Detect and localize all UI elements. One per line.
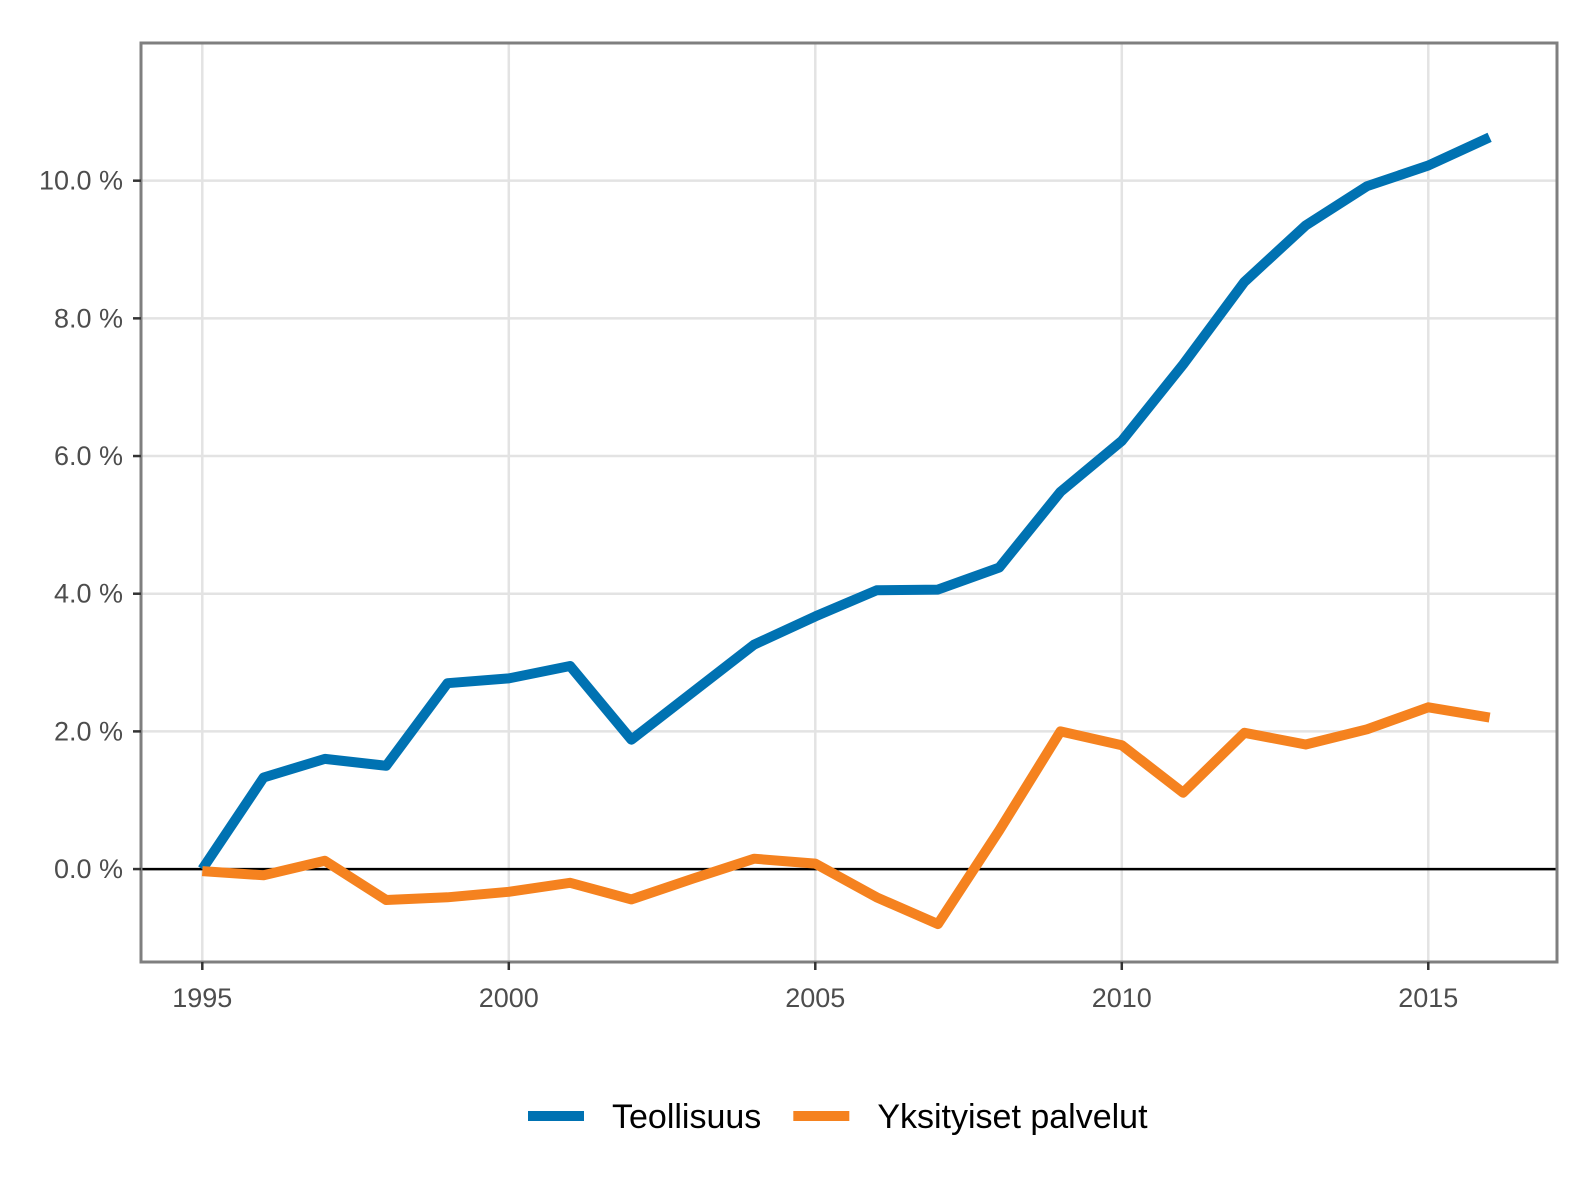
legend: Teollisuus Yksityiset palvelut — [528, 1098, 1148, 1136]
grid-lines — [141, 43, 1557, 962]
x-tick-label: 2010 — [1092, 983, 1152, 1013]
series-line-1 — [201, 702, 1491, 930]
y-tick-label: 8.0 % — [54, 303, 123, 333]
y-tick-label: 10.0 % — [39, 166, 123, 196]
x-tick-label: 2000 — [479, 983, 539, 1013]
series-line-0 — [198, 132, 1492, 872]
y-tick-label: 6.0 % — [54, 441, 123, 471]
x-tick-label: 2015 — [1398, 983, 1458, 1013]
y-tick-label: 4.0 % — [54, 579, 123, 609]
x-axis: 1995 2000 2005 2010 2015 — [172, 962, 1458, 1013]
x-tick-label: 1995 — [172, 983, 232, 1013]
y-tick-label: 2.0 % — [54, 716, 123, 746]
plot-frame — [139, 41, 1559, 964]
y-axis: 0.0 % 2.0 % 4.0 % 6.0 % 8.0 % 10.0 % — [39, 166, 141, 884]
legend-label-1: Yksityiset palvelut — [877, 1098, 1148, 1136]
x-tick-label: 2005 — [785, 983, 845, 1013]
y-tick-label: 0.0 % — [54, 854, 123, 884]
legend-label-0: Teollisuus — [612, 1098, 761, 1136]
series-lines — [198, 132, 1492, 930]
